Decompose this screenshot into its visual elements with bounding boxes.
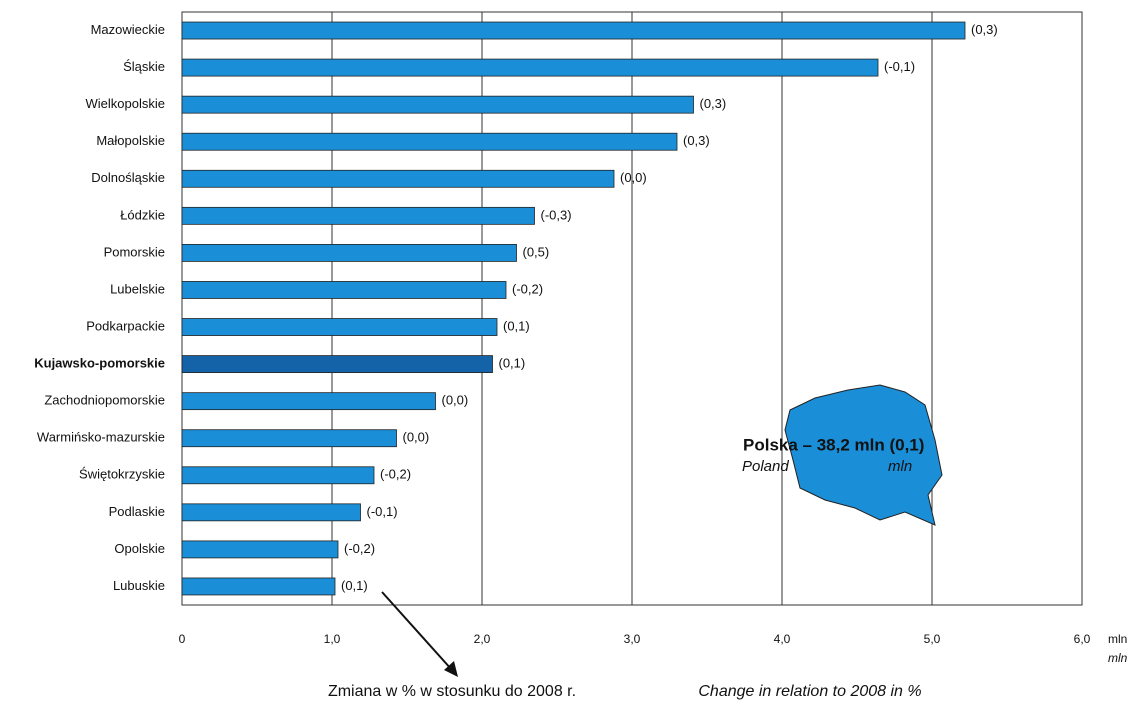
bar [181,281,507,299]
x-tick-label: 5,0 [924,632,941,646]
x-tick-label: 0 [179,632,186,646]
y-tick-label: Łódzkie [120,207,165,222]
y-tick-label: Opolskie [114,541,165,556]
map-title: Polska – 38,2 mln (0,1) [743,435,924,454]
bar [181,466,375,485]
caption-en: Change in relation to 2008 in % [698,683,921,700]
y-tick-label: Podlaskie [109,504,165,519]
change-label: (0,3) [971,22,998,37]
y-tick-label: Lubuskie [113,578,165,593]
y-tick-label: Pomorskie [104,244,165,259]
change-label: (0,0) [620,170,647,185]
arrow-head [444,661,458,677]
x-tick-label: 3,0 [624,632,641,646]
bar [181,58,879,77]
y-tick-label: Mazowieckie [91,22,165,37]
change-label: (-0,2) [380,467,411,482]
change-label: (0,1) [341,578,368,593]
y-tick-label: Świętokrzyskie [79,467,165,482]
bar [181,355,493,373]
y-tick-label: Zachodniopomorskie [44,393,165,408]
caption: Zmiana w % w stosunku do 2008 r. [328,683,576,700]
change-label: (0,5) [523,244,550,259]
x-tick-label: 4,0 [774,632,791,646]
change-label: (-0,3) [541,207,572,222]
y-tick-label: Śląskie [123,59,165,74]
change-label: (0,1) [503,318,530,333]
y-tick-label: Warmińsko-mazurskie [37,430,165,445]
change-label: (0,0) [403,430,430,445]
bar [181,318,498,336]
x-tick-label: 6,0 [1074,632,1091,646]
bar [181,392,436,411]
change-label: (-0,2) [344,541,375,556]
bar [181,95,694,114]
map-unit: mln [888,458,912,475]
poland-map [784,384,943,526]
bar [181,244,517,262]
bar [181,132,678,151]
change-label: (-0,2) [512,281,543,296]
change-label: (0,3) [700,96,727,111]
map-subtitle: Poland [742,458,789,475]
arrow-line [381,591,453,671]
y-tick-label: Dolnośląskie [91,170,165,185]
x-unit: mln [1108,632,1127,646]
bar [181,577,336,596]
change-label: (0,0) [442,393,469,408]
y-tick-label: Lubelskie [110,281,165,296]
y-tick-label: Wielkopolskie [86,96,165,111]
bar [181,540,339,559]
y-tick-label: Kujawsko-pomorskie [34,356,165,371]
change-label: (-0,1) [367,504,398,519]
change-label: (0,1) [499,356,526,371]
y-tick-label: Podkarpackie [86,318,165,333]
x-tick-label: 2,0 [474,632,491,646]
bar [181,429,397,448]
bar [181,21,966,40]
x-unit-en: mln [1108,651,1128,665]
bar [181,169,615,188]
x-tick-label: 1,0 [324,632,341,646]
y-tick-label: Małopolskie [96,133,165,148]
bar [181,206,535,225]
bar [181,503,361,522]
change-label: (0,3) [683,133,710,148]
change-label: (-0,1) [884,59,915,74]
